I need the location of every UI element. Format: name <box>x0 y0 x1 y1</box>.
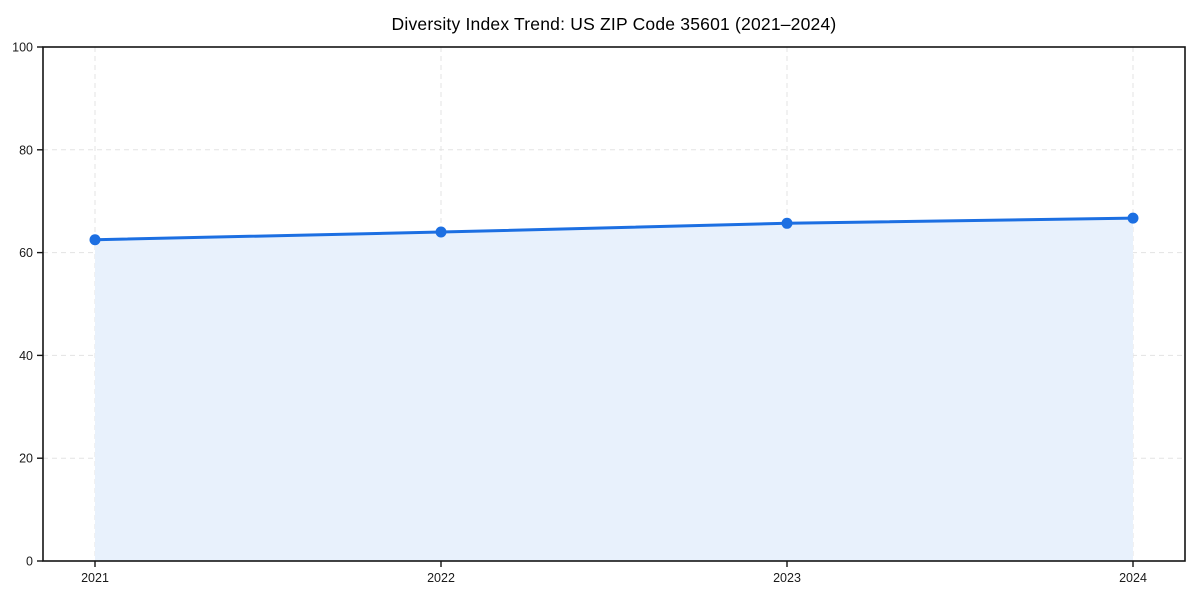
chart-title: Diversity Index Trend: US ZIP Code 35601… <box>391 14 837 34</box>
y-tick-label: 20 <box>19 452 33 466</box>
x-tick-label: 2021 <box>81 571 109 585</box>
x-tick-label: 2024 <box>1119 571 1147 585</box>
x-tick-label: 2022 <box>427 571 455 585</box>
area-fill <box>95 218 1133 562</box>
y-tick-label: 100 <box>12 41 33 55</box>
y-tick-label: 60 <box>19 246 33 260</box>
data-point <box>89 234 101 246</box>
trend-line <box>93 216 1135 242</box>
y-tick-label: 40 <box>19 349 33 363</box>
y-tick-label: 0 <box>26 555 33 569</box>
plot-border <box>42 46 1186 562</box>
data-point <box>435 226 447 238</box>
data-point <box>781 217 793 229</box>
data-point <box>1127 212 1139 224</box>
y-tick-label: 80 <box>19 143 33 157</box>
x-tick-label: 2023 <box>773 571 801 585</box>
